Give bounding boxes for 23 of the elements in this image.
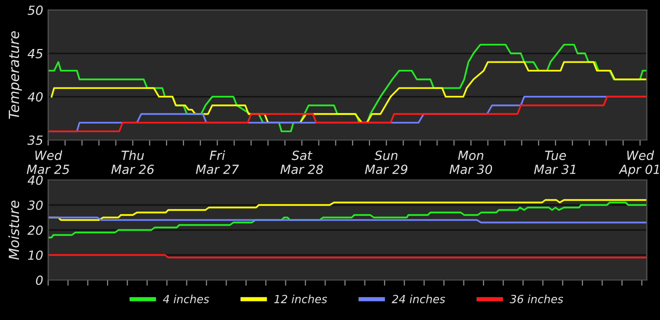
x-tick-label: Fri Mar 27	[196, 150, 239, 174]
legend-label: 36 inches	[510, 294, 564, 304]
y-tick-label: 40	[28, 175, 43, 185]
legend-label: 12 inches	[274, 294, 328, 304]
x-tick-label: Sun Mar 29	[364, 150, 408, 174]
y-tick-label: 20	[27, 225, 43, 235]
x-tick-label: Sat Mar 28	[280, 150, 324, 174]
x-tick-label: Thu Mar 26	[111, 150, 154, 174]
x-tick-label: Tue Mar 31	[534, 150, 576, 174]
x-tick-label: Wed Mar 25	[26, 150, 70, 174]
x-tick-label: Wed Apr 01	[618, 150, 659, 177]
x-tick-label: Mon Mar 30	[450, 150, 492, 174]
y-axis-title: Moisture	[8, 200, 20, 260]
y-tick-label: 10	[28, 250, 43, 260]
legend-label: 4 inches	[162, 294, 210, 304]
y-tick-label: 50	[28, 6, 43, 16]
y-axis-title: Temperature	[8, 31, 22, 119]
y-tick-label: 45	[28, 49, 43, 58]
legend-label: 24 inches	[392, 294, 446, 304]
y-tick-label: 0	[36, 275, 43, 285]
y-tick-label: 30	[27, 200, 43, 210]
y-tick-label: 40	[28, 92, 43, 102]
y-tick-label: 35	[27, 135, 43, 145]
